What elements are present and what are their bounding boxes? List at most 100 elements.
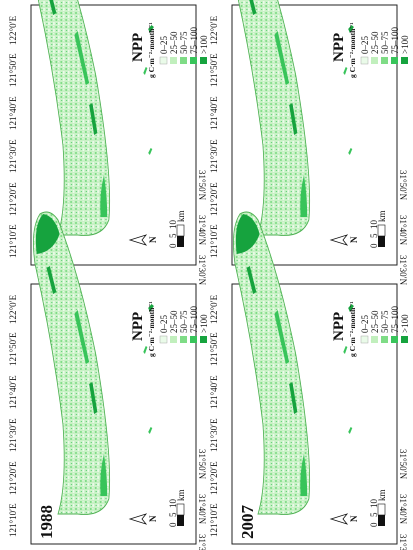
scale-unit: km	[176, 489, 186, 501]
scale-tick: 10	[168, 499, 178, 509]
lat-label: 31°30′N	[197, 255, 207, 286]
lon-label: 121°40′E	[8, 375, 18, 409]
scale-tick: 10	[369, 220, 379, 230]
panel-frame	[231, 283, 398, 545]
scale-tick: 5	[369, 233, 379, 238]
legend-unit: g C·m⁻²·month⁻¹	[348, 22, 357, 78]
map-panel-2007: 121°10′E 121°20′E 121°30′E 121°40′E 121°…	[209, 212, 410, 550]
lon-label: 121°50′E	[8, 53, 18, 87]
scale-tick: 0	[369, 243, 379, 248]
lat-labels: 31°50′N 31°40′N 31°30′N	[398, 449, 408, 550]
lon-label: 121°50′E	[209, 53, 219, 87]
lon-label: 121°40′E	[8, 96, 18, 130]
lat-label: 31°30′N	[197, 534, 207, 550]
scale-unit: km	[377, 489, 387, 501]
legend-label: 50–75	[380, 31, 390, 54]
scale-tick: 5	[369, 512, 379, 517]
lon-label: 121°10′E	[209, 224, 219, 258]
scale-bar: 0 5 10 km	[168, 489, 186, 527]
lon-labels: 121°10′E 121°20′E 121°30′E 121°40′E 121°…	[8, 15, 18, 258]
lon-label: 122°0′E	[8, 294, 18, 324]
scale-bar: 0 5 10 km	[369, 210, 387, 248]
lat-labels: 31°50′N 31°40′N 31°30′N	[197, 449, 207, 550]
scale-tick: 0	[168, 522, 178, 527]
legend: NPP g C·m⁻²·month⁻¹ 0–25 25–50 50–75 75–…	[331, 301, 410, 357]
north-arrow: N	[329, 513, 359, 525]
legend-label: 25–50	[169, 31, 179, 54]
lon-label: 121°50′E	[8, 332, 18, 366]
lon-label: 121°40′E	[209, 375, 219, 409]
scale-unit: km	[176, 210, 186, 222]
panel-frame	[30, 4, 197, 266]
lon-labels: 121°10′E 121°20′E 121°30′E 121°40′E 121°…	[8, 294, 18, 537]
lat-labels: 31°50′N 31°40′N 31°30′N	[197, 170, 207, 286]
scale-bar: 0 5 10 km	[369, 489, 387, 527]
legend-label: >100	[199, 35, 209, 54]
lat-label: 31°50′N	[197, 170, 207, 201]
legend-label: 50–75	[380, 310, 390, 333]
north-label: N	[349, 236, 359, 243]
lon-label: 121°10′E	[8, 224, 18, 258]
legend-label: 50–75	[179, 31, 189, 54]
lon-labels: 121°10′E 121°20′E 121°30′E 121°40′E 121°…	[209, 15, 219, 258]
legend-label: >100	[199, 314, 209, 333]
legend: NPP g C·m⁻²·month⁻¹ 0–25 25–50 50–75 75–…	[331, 22, 410, 78]
lat-label: 31°50′N	[398, 170, 408, 201]
legend-unit: g C·m⁻²·month⁻¹	[147, 301, 156, 357]
legend-label: 25–50	[370, 310, 380, 333]
legend-label: 75–100	[390, 27, 400, 55]
legend-label: >100	[400, 35, 410, 54]
lon-label: 122°0′E	[8, 15, 18, 45]
lat-label: 31°50′N	[197, 449, 207, 480]
legend-label: 50–75	[179, 310, 189, 333]
legend-label: 75–100	[189, 306, 199, 334]
legend-label: 25–50	[169, 310, 179, 333]
lat-label: 31°30′N	[398, 255, 408, 286]
legend-unit: g C·m⁻²·month⁻¹	[147, 22, 156, 78]
scale-tick: 5	[168, 233, 178, 238]
lat-labels: 31°50′N 31°40′N 31°30′N	[398, 170, 408, 286]
lat-label: 31°40′N	[197, 494, 207, 525]
legend-unit: g C·m⁻²·month⁻¹	[348, 301, 357, 357]
lon-label: 121°20′E	[209, 182, 219, 216]
scale-tick: 0	[168, 243, 178, 248]
scale-tick: 5	[168, 512, 178, 517]
lon-label: 121°30′E	[8, 418, 18, 452]
legend-label: 0–25	[159, 36, 169, 55]
lon-label: 121°20′E	[8, 461, 18, 495]
legend-label: 75–100	[189, 27, 199, 55]
legend: NPP g C·m⁻²·month⁻¹ 0–25 25–50 50–75 75–…	[130, 301, 209, 357]
lon-labels: 121°10′E 121°20′E 121°30′E 121°40′E 121°…	[209, 294, 219, 537]
legend-title: NPP	[130, 312, 146, 341]
lon-label: 121°20′E	[209, 461, 219, 495]
lon-label: 121°40′E	[209, 96, 219, 130]
panel-frame	[231, 4, 398, 266]
north-label: N	[148, 515, 158, 522]
lon-label: 122°0′E	[209, 294, 219, 324]
legend-title: NPP	[331, 312, 347, 341]
north-label: N	[148, 236, 158, 243]
legend: NPP g C·m⁻²·month⁻¹ 0–25 25–50 50–75 75–…	[130, 22, 209, 78]
panel-year: 2007	[238, 505, 257, 540]
scale-unit: km	[377, 210, 387, 222]
scale-tick: 0	[369, 522, 379, 527]
panel-year: 1988	[37, 505, 56, 539]
lat-label: 31°30′N	[398, 534, 408, 550]
legend-label: 25–50	[370, 31, 380, 54]
lon-label: 121°20′E	[8, 182, 18, 216]
lat-label: 31°40′N	[398, 494, 408, 525]
legend-title: NPP	[130, 33, 146, 62]
legend-label: 0–25	[360, 36, 370, 55]
legend-label: 0–25	[159, 315, 169, 334]
lon-label: 121°10′E	[209, 503, 219, 537]
north-label: N	[349, 515, 359, 522]
scale-bar: 0 5 10 km	[168, 210, 186, 248]
north-arrow: N	[329, 234, 359, 246]
north-arrow: N	[128, 513, 158, 525]
lon-label: 121°30′E	[209, 139, 219, 173]
panel-frame	[30, 283, 197, 545]
legend-title: NPP	[331, 33, 347, 62]
legend-label: 0–25	[360, 315, 370, 334]
lon-label: 121°30′E	[8, 139, 18, 173]
